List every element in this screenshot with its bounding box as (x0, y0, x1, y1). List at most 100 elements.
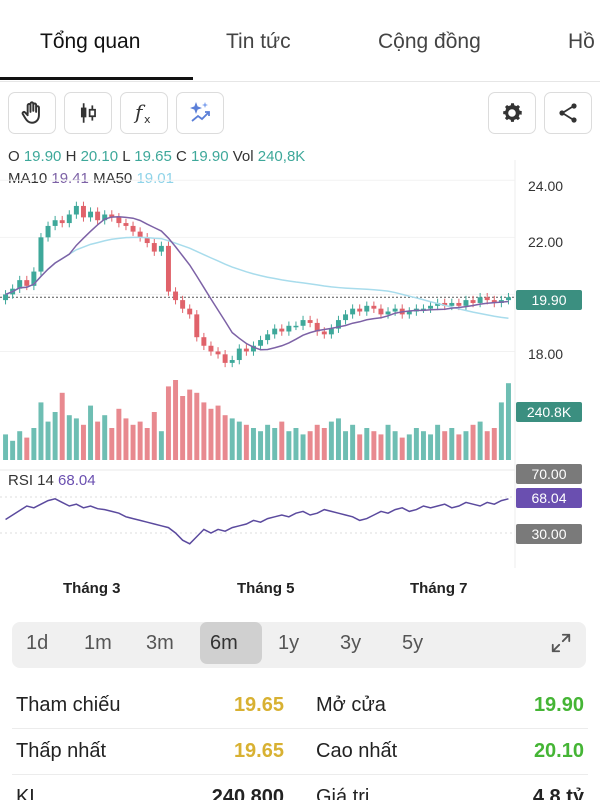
volume-bar (187, 389, 193, 460)
candle-body (130, 225, 136, 232)
row-divider (12, 728, 588, 729)
tab-overview[interactable]: Tổng quan (40, 30, 141, 53)
candle-body (3, 294, 9, 301)
tab-news[interactable]: Tin tức (226, 30, 291, 53)
rsi-label: RSI 14 (8, 472, 54, 489)
candle-body (392, 308, 398, 312)
candle-body (258, 340, 264, 346)
rsi-value: 68.04 (58, 472, 96, 489)
rsi-readout: RSI 14 68.04 (8, 472, 96, 489)
candle-body (194, 314, 200, 338)
candle-body (38, 237, 44, 272)
volume-bar (215, 405, 221, 460)
volume-bar (399, 437, 405, 460)
candle-body (371, 305, 377, 309)
candle-body (52, 220, 58, 226)
volume-bar (116, 408, 122, 460)
volume-bar (385, 424, 391, 460)
volume-bar (392, 431, 398, 460)
rsi-70-tag: 70.00 (516, 464, 582, 484)
volume-bar (222, 415, 228, 460)
candle-body (24, 280, 30, 286)
volume-bar (420, 431, 426, 460)
range-3y[interactable]: 3y (340, 632, 362, 654)
candle-body (491, 300, 497, 303)
candle-body (173, 291, 179, 301)
candle-body (116, 217, 122, 224)
volume-bar (102, 415, 108, 460)
current-volume-tag: 240.8K (516, 402, 582, 422)
range-selector: 1d 1m 3m 6m 1y 3y 5y (12, 622, 586, 668)
expand-icon[interactable] (550, 632, 572, 659)
range-1d[interactable]: 1d (26, 632, 49, 654)
candle-body (17, 280, 23, 289)
candle-body (109, 214, 115, 218)
candle-body (265, 334, 271, 341)
tab-community[interactable]: Cộng đồng (378, 30, 481, 53)
hand-tool-button[interactable] (8, 92, 56, 134)
range-6m[interactable]: 6m (210, 632, 238, 654)
current-price-tag: 19.90 (516, 290, 582, 310)
volume-bar (95, 421, 101, 460)
candle-body (484, 297, 490, 301)
candle-body (123, 223, 129, 226)
volume-bar (3, 434, 9, 460)
candlestick-icon (75, 100, 101, 126)
volume-bar (130, 424, 136, 460)
volume-bar (463, 431, 469, 460)
candle-body (31, 271, 37, 286)
volume-bar (350, 424, 356, 460)
candle-body (286, 325, 292, 332)
candle-body (80, 205, 86, 218)
volume-bar (371, 431, 377, 460)
high-price-label: Cao nhất (316, 740, 398, 762)
candle-body (477, 297, 483, 303)
volume-bar (258, 431, 264, 460)
settings-button[interactable] (488, 92, 536, 134)
candle-body (73, 205, 79, 215)
tab-profile[interactable]: Hồ (568, 30, 595, 53)
candle-body (59, 220, 65, 224)
range-3m[interactable]: 3m (146, 632, 174, 654)
trade-value-value: 4,8 tỷ (532, 786, 584, 800)
candle-body (300, 320, 306, 326)
volume-bar (38, 402, 44, 460)
volume-bar (109, 428, 115, 460)
candle-body (250, 345, 256, 352)
volume-bar (413, 428, 419, 460)
open-price-label: Mở cửa (316, 694, 386, 716)
candle-body (505, 297, 511, 301)
volume-bar (449, 428, 455, 460)
volume-bar (158, 431, 164, 460)
range-1m[interactable]: 1m (84, 632, 112, 654)
volume-bar (24, 437, 30, 460)
range-5y[interactable]: 5y (402, 632, 424, 654)
price-tick-22: 22.00 (528, 234, 564, 250)
gear-icon (499, 100, 525, 126)
share-icon (556, 101, 580, 125)
volume-bar (243, 424, 249, 460)
range-1y[interactable]: 1y (278, 632, 300, 654)
volume-bar (265, 424, 271, 460)
candle-body (229, 360, 235, 363)
volume-bar (286, 431, 292, 460)
volume-bar (456, 434, 462, 460)
candle-body (335, 320, 341, 329)
close-value: 19.90 (191, 148, 229, 165)
volume-bar (307, 431, 313, 460)
candle-body (463, 300, 469, 306)
reference-value: 19.65 (233, 694, 284, 716)
volume-bar (144, 428, 150, 460)
chart-type-button[interactable] (64, 92, 112, 134)
volume-bar (10, 440, 16, 460)
volume-bar (88, 405, 94, 460)
volume-bar (80, 424, 86, 460)
volume-bar (123, 418, 129, 460)
ai-analysis-button[interactable] (176, 92, 224, 134)
volume-bar (52, 412, 58, 460)
share-button[interactable] (544, 92, 592, 134)
ai-sparkle-icon (186, 99, 214, 127)
reference-label: Tham chiếu (16, 694, 121, 716)
price-chart[interactable] (0, 140, 600, 570)
